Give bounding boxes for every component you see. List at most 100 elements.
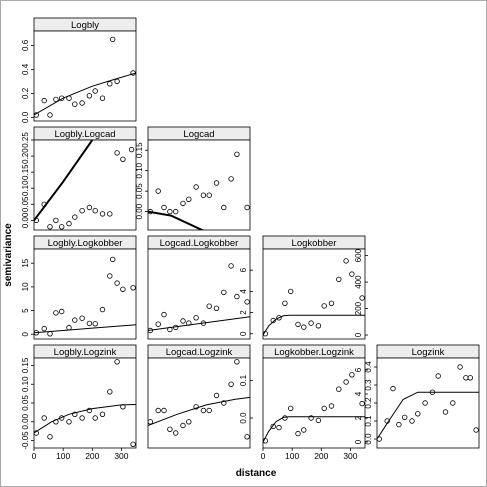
data-point [114,359,120,365]
data-point [34,217,39,224]
data-point [167,326,173,333]
data-point [41,97,47,104]
data-point [167,208,173,215]
data-point [47,224,53,230]
data-point [34,430,39,436]
y-tick-label: 0.15 [21,164,30,180]
data-point [120,156,126,162]
data-point [130,285,136,291]
x-tick-label: 100 [56,451,70,461]
data-point [244,204,250,211]
y-tick-label: 0.0 [21,111,30,123]
data-point [301,427,307,433]
data-point [295,430,301,437]
data-point [288,405,294,412]
model-line [148,210,205,230]
data-point [53,217,59,224]
data-point [349,372,355,378]
model-line [148,316,250,331]
data-point [107,389,113,395]
panel-frame [376,357,480,449]
data-point [155,188,161,194]
data-point [186,419,192,425]
y-tick-label: 4 [354,391,363,396]
panel-4: Logcad.Logkobber 0 2 4 6 [147,235,253,340]
data-point [53,96,59,103]
y-tick-label: 0.0 [239,412,248,424]
y-tick-label: 0.05 [21,196,30,212]
data-point [99,306,106,313]
model-line [377,391,479,440]
data-point [200,192,207,198]
data-point [41,201,47,207]
data-point [79,100,85,106]
data-point [193,315,199,321]
data-point [473,427,479,433]
panel-frame [262,357,366,449]
data-point [86,320,93,327]
data-point [457,364,463,370]
data-point [276,315,282,321]
data-point [180,422,186,429]
panel-frame [262,248,366,340]
y-tick-label: 0.1 [239,374,248,386]
data-point [79,315,85,321]
y-axis-label: semivariance [3,223,14,287]
panel-title: Logkobber.Logzink [274,347,354,358]
data-point [234,151,240,157]
data-point [161,204,167,211]
data-point [186,320,192,326]
y-tick-label: 0.05 [135,183,144,199]
data-point [263,331,268,337]
y-tick-label: 0.00 [135,203,144,219]
data-point [148,208,153,215]
data-point [92,207,98,214]
data-point [221,204,227,211]
data-point [172,430,179,436]
data-point [109,36,116,43]
data-point [221,289,227,296]
data-point [213,392,220,399]
data-point [402,414,408,421]
y-tick-label: 2 [239,310,248,315]
data-point [349,271,355,277]
y-tick-label: 0.1 [364,415,373,427]
data-point [120,286,126,292]
y-tick-label: 10 [21,282,30,291]
panel-frame [33,248,137,340]
data-point [130,70,136,76]
data-point [72,101,78,107]
data-point [343,258,349,264]
data-point [41,415,47,421]
model-line [263,314,365,336]
data-point [92,88,98,94]
panel-7: Logcad.Logzink 0.0 0.1 [147,344,253,449]
data-point [107,81,113,87]
data-point [99,411,106,417]
data-point [200,320,207,326]
panel-frame [33,30,137,122]
panel-title: Logcad.Logkobber [160,238,239,249]
data-point [193,404,199,410]
model-line [263,416,365,443]
y-tick-label: 200 [354,301,363,315]
data-point [244,434,250,440]
data-point [47,112,53,118]
data-point [79,415,85,421]
data-point [47,434,53,440]
data-point [92,321,98,327]
data-point [47,331,53,337]
data-point [109,256,116,263]
data-point [213,180,220,186]
y-tick-label: 4 [239,289,248,294]
data-point [422,400,428,406]
data-point [206,407,212,414]
panel-title: Logzink [412,347,445,358]
data-point [59,415,65,421]
data-point [321,303,327,309]
data-point [148,419,153,425]
y-tick-label: 0.2 [21,87,30,99]
data-point [409,418,415,424]
data-point [228,263,234,269]
